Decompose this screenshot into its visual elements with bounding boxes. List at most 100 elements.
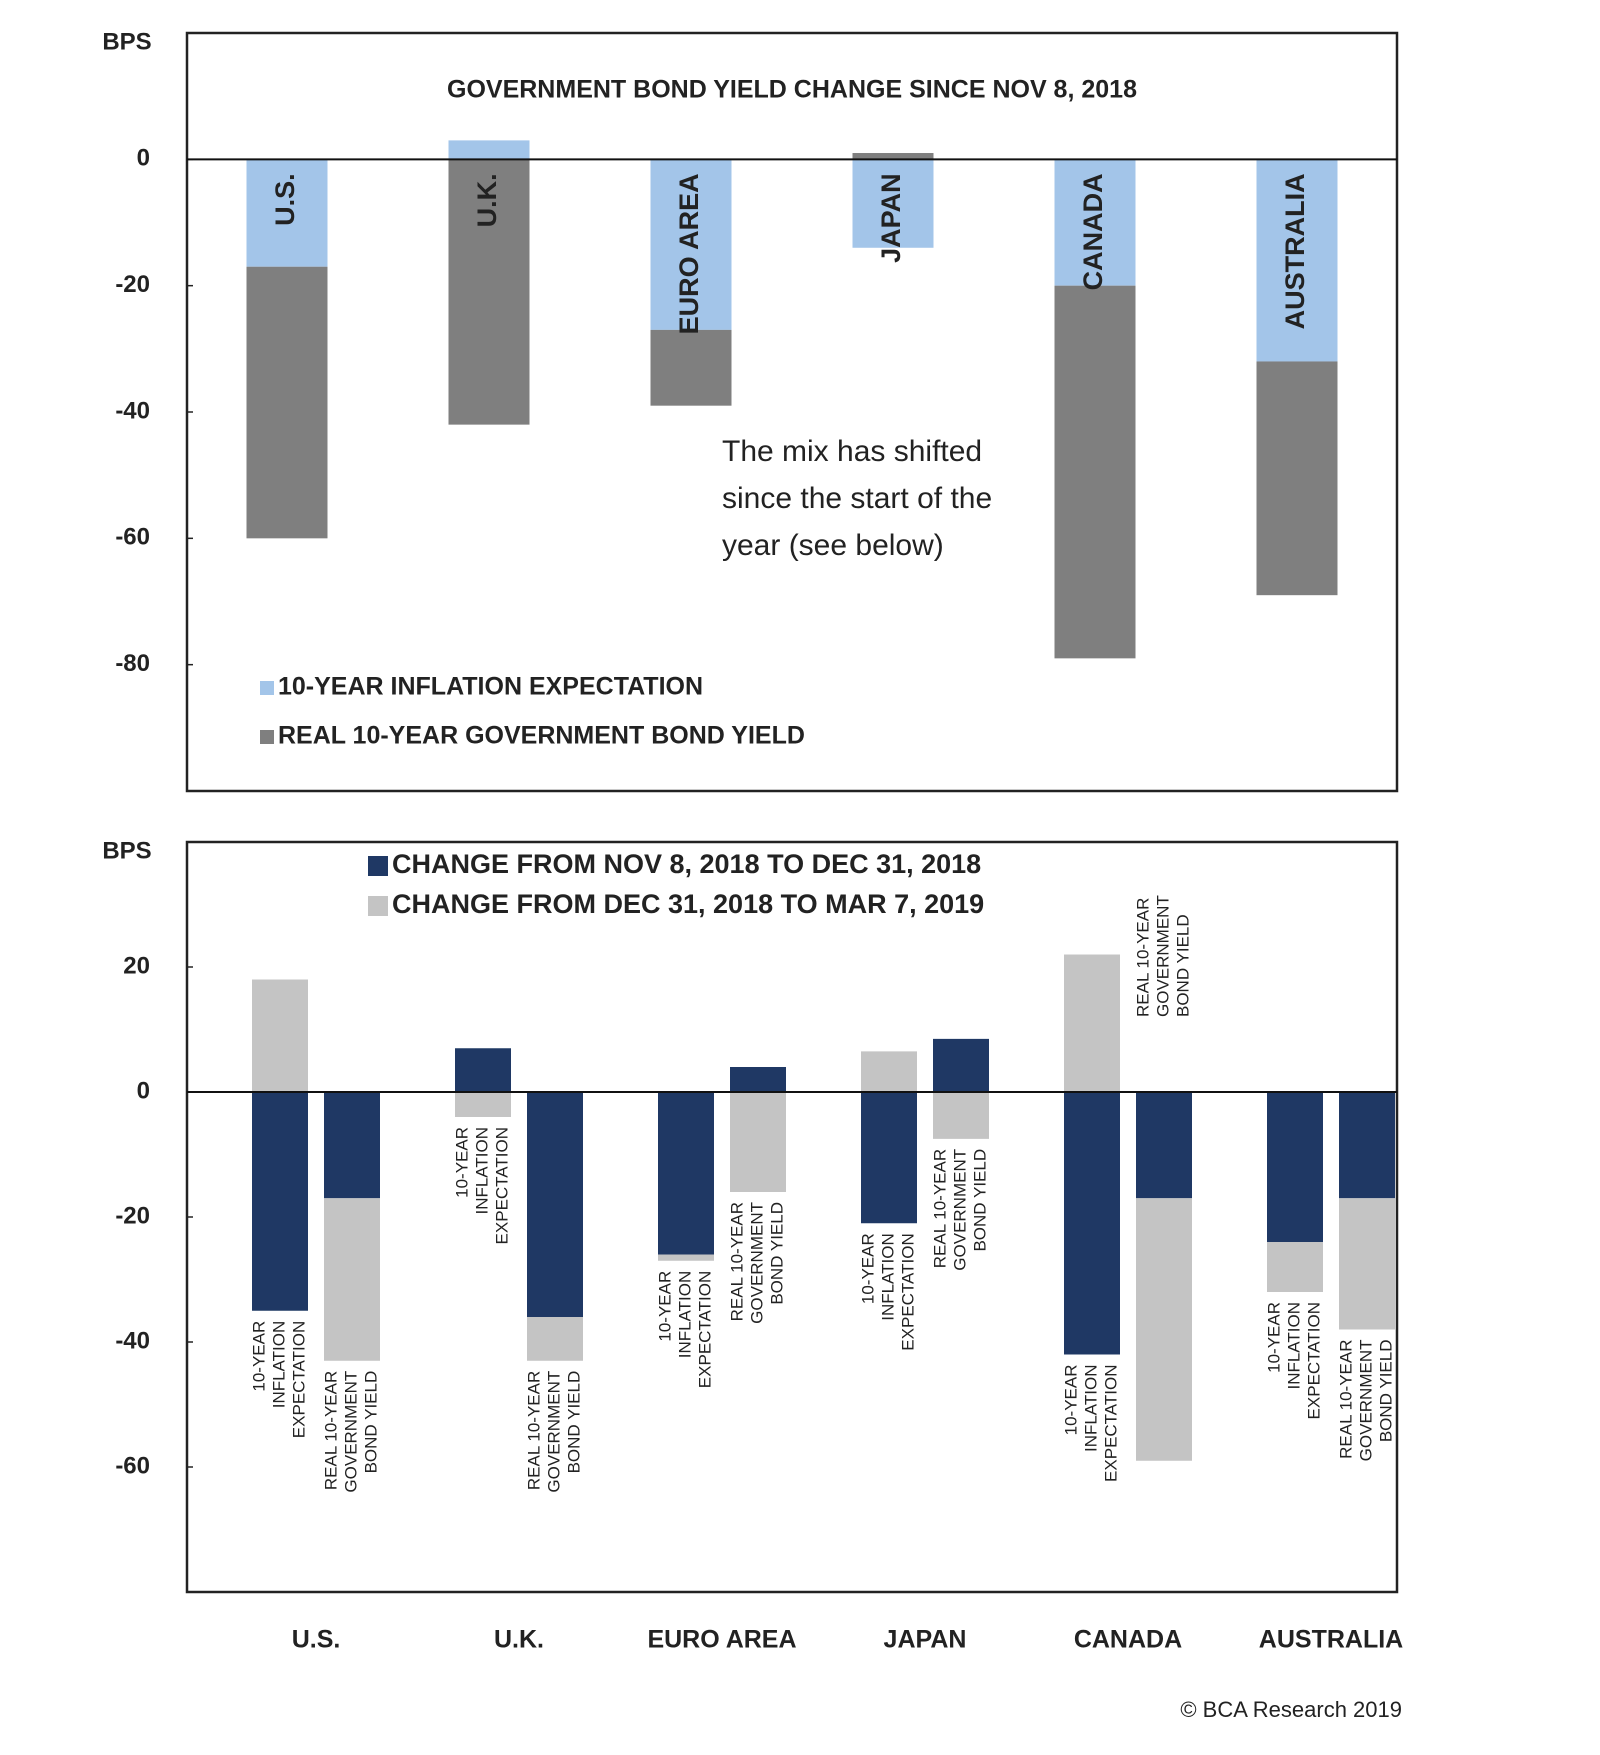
bar-segment — [1136, 1092, 1192, 1199]
y-tick-label: -60 — [115, 1452, 150, 1479]
x-tick-label: EURO AREA — [647, 1626, 796, 1654]
bar-segment — [1064, 1092, 1120, 1355]
bar-label: 10-YEAR — [655, 1271, 674, 1342]
bar-label: GOVERNMENT — [544, 1371, 563, 1493]
bar-segment — [1064, 954, 1120, 1092]
y-tick-label: -40 — [115, 1327, 150, 1354]
bar-segment — [455, 1092, 511, 1117]
bar-label: REAL 10-YEAR — [930, 1149, 949, 1268]
bar-label: BOND YIELD — [1376, 1340, 1395, 1443]
bar-label: BOND YIELD — [361, 1371, 380, 1474]
bar-segment — [448, 159, 530, 425]
bar-segment — [527, 1092, 583, 1317]
annotation: The mix has shifted — [722, 435, 982, 468]
bar-category-label: AUSTRALIA — [1280, 173, 1310, 329]
bar-segment — [933, 1092, 989, 1139]
bar-label: BOND YIELD — [970, 1149, 989, 1252]
bar-label: REAL 10-YEAR — [727, 1202, 746, 1321]
bar-segment — [861, 1051, 917, 1092]
bar-label: EXPECTATION — [695, 1271, 714, 1388]
x-tick-label: JAPAN — [884, 1626, 967, 1654]
legend-swatch — [260, 730, 274, 744]
bar-segment — [1339, 1198, 1395, 1330]
bar-label: INFLATION — [675, 1271, 694, 1359]
bar-segment — [246, 159, 328, 267]
annotation: year (see below) — [722, 529, 944, 562]
bar-label: REAL 10-YEAR — [1336, 1340, 1355, 1459]
bar-segment — [252, 1092, 308, 1311]
bar-category-label: JAPAN — [876, 173, 906, 263]
bar-label: GOVERNMENT — [747, 1202, 766, 1324]
bar-label: INFLATION — [472, 1127, 491, 1215]
y-tick-label: 0 — [137, 145, 150, 172]
bar-category-label: EURO AREA — [674, 173, 704, 334]
y-axis-label: BPS — [102, 837, 151, 864]
bar-label: EXPECTATION — [289, 1321, 308, 1438]
bar-label: 10-YEAR — [858, 1233, 877, 1304]
bar-label: GOVERNMENT — [1153, 895, 1172, 1017]
y-tick-label: -20 — [115, 271, 150, 298]
bar-segment — [527, 1317, 583, 1361]
y-tick-label: -80 — [115, 650, 150, 677]
bar-label: 10-YEAR — [249, 1321, 268, 1392]
bar-segment — [1256, 159, 1338, 362]
x-tick-label: U.K. — [494, 1626, 544, 1654]
y-tick-label: 20 — [123, 952, 150, 979]
bar-category-label: U.S. — [270, 173, 300, 226]
bar-segment — [246, 266, 328, 539]
annotation: since the start of the — [722, 482, 992, 515]
bar-segment — [1136, 1198, 1192, 1461]
bar-label: GOVERNMENT — [1356, 1340, 1375, 1462]
bar-label: REAL 10-YEAR — [321, 1371, 340, 1490]
bar-segment — [455, 1048, 511, 1092]
legend-label: REAL 10-YEAR GOVERNMENT BOND YIELD — [278, 722, 805, 750]
bar-label: INFLATION — [1284, 1302, 1303, 1390]
bar-label: GOVERNMENT — [950, 1149, 969, 1271]
footer: © BCA Research 2019 — [1180, 1697, 1402, 1722]
y-tick-label: -40 — [115, 397, 150, 424]
bar-label: 10-YEAR — [1061, 1365, 1080, 1436]
bar-label: INFLATION — [269, 1321, 288, 1409]
bar-label: BOND YIELD — [1173, 914, 1192, 1017]
bar-segment — [650, 159, 732, 330]
bar-segment — [448, 140, 530, 160]
legend-label: CHANGE FROM NOV 8, 2018 TO DEC 31, 2018 — [392, 849, 981, 879]
bar-label: EXPECTATION — [898, 1233, 917, 1350]
bar-segment — [861, 1092, 917, 1224]
bar-category-label: CANADA — [1078, 173, 1108, 290]
bar-label: REAL 10-YEAR — [1133, 898, 1152, 1017]
bar-segment — [852, 159, 934, 248]
legend-swatch — [260, 681, 274, 695]
bar-label: EXPECTATION — [1101, 1365, 1120, 1482]
y-tick-label: -60 — [115, 524, 150, 551]
bar-label: BOND YIELD — [564, 1371, 583, 1474]
chart-title: GOVERNMENT BOND YIELD CHANGE SINCE NOV 8… — [447, 76, 1137, 104]
bar-label: GOVERNMENT — [341, 1371, 360, 1493]
bar-label: BOND YIELD — [767, 1202, 786, 1305]
bar-segment — [252, 979, 308, 1092]
bar-segment — [933, 1038, 989, 1092]
bar-label: REAL 10-YEAR — [524, 1371, 543, 1490]
legend-label: CHANGE FROM DEC 31, 2018 TO MAR 7, 2019 — [392, 889, 984, 919]
bar-segment — [650, 329, 732, 406]
bar-segment — [730, 1092, 786, 1192]
bar-segment — [1339, 1092, 1395, 1199]
legend-swatch — [368, 896, 388, 916]
y-tick-label: -20 — [115, 1202, 150, 1229]
x-tick-label: AUSTRALIA — [1259, 1626, 1403, 1654]
bar-label: EXPECTATION — [1304, 1302, 1323, 1419]
bar-label: INFLATION — [1081, 1365, 1100, 1453]
bar-category-label: U.K. — [472, 173, 502, 227]
bar-segment — [658, 1092, 714, 1255]
bar-segment — [1267, 1092, 1323, 1242]
bar-segment — [658, 1254, 714, 1261]
bar-label: EXPECTATION — [492, 1127, 511, 1244]
bar-label: 10-YEAR — [452, 1127, 471, 1198]
bar-segment — [1054, 285, 1136, 659]
bar-segment — [730, 1067, 786, 1092]
bar-segment — [324, 1092, 380, 1199]
legend-swatch — [368, 856, 388, 876]
legend-label: 10-YEAR INFLATION EXPECTATION — [278, 673, 703, 701]
bar-segment — [1256, 361, 1338, 596]
